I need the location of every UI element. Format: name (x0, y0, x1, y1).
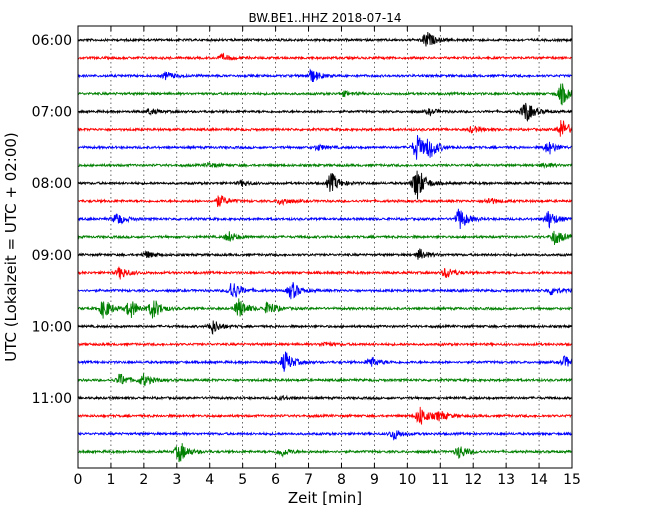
trace-06:00 (77, 31, 573, 47)
trace-09:15 (77, 266, 573, 280)
x-axis-label: Zeit [min] (288, 489, 362, 507)
y-tick-label: 09:00 (32, 248, 72, 264)
x-tick-label: 1 (106, 472, 115, 488)
trace-06:45 (77, 83, 573, 106)
y-tick-label: 06:00 (32, 33, 72, 49)
traces (77, 31, 573, 463)
x-tick-label: 15 (563, 472, 581, 488)
trace-07:45 (77, 161, 573, 170)
trace-11:45 (77, 443, 573, 463)
y-tick-label: 10:00 (32, 319, 72, 335)
x-tick-label: 7 (304, 472, 313, 488)
trace-10:45 (77, 373, 573, 386)
trace-10:30 (77, 351, 573, 372)
x-tick-label: 13 (497, 472, 515, 488)
trace-09:45 (77, 298, 573, 319)
axis-ticks: 0 1 2 3 4 5 6 7 8 9 10 11 12 13 14 1506:0007:0008:0009:… (32, 26, 581, 488)
trace-07:15 (77, 120, 573, 137)
x-tick-label: 12 (464, 472, 482, 488)
x-tick-label: 11 (431, 472, 449, 488)
trace-08:00 (77, 170, 573, 200)
trace-07:00 (77, 102, 573, 122)
y-tick-label: 07:00 (32, 105, 72, 121)
x-tick-label: 9 (370, 472, 379, 488)
x-tick-label: 14 (530, 472, 548, 488)
trace-11:30 (77, 430, 573, 441)
chart-title: BW.BE1..HHZ 2018-07-14 (248, 11, 401, 25)
x-tick-label: 4 (205, 472, 214, 488)
trace-06:15 (77, 52, 572, 62)
y-axis-label: UTC (Lokalzeit = UTC + 02:00) (2, 132, 20, 362)
trace-09:30 (77, 282, 573, 300)
trace-10:00 (77, 320, 573, 335)
trace-08:45 (77, 230, 573, 245)
grid (78, 26, 572, 468)
x-tick-label: 5 (238, 472, 247, 488)
x-tick-label: 0 (74, 472, 83, 488)
trace-06:30 (77, 68, 573, 83)
trace-09:00 (77, 248, 573, 260)
trace-11:00 (77, 394, 573, 402)
x-tick-label: 2 (139, 472, 148, 488)
x-tick-label: 10 (398, 472, 416, 488)
x-tick-label: 6 (271, 472, 280, 488)
y-tick-label: 08:00 (32, 176, 72, 192)
trace-11:15 (78, 406, 573, 425)
y-tick-label: 11:00 (32, 391, 72, 407)
trace-08:30 (77, 208, 573, 230)
plot-frame (77, 25, 573, 469)
trace-10:15 (77, 340, 573, 348)
x-tick-label: 8 (337, 472, 346, 488)
x-tick-label: 3 (172, 472, 181, 488)
trace-08:15 (77, 195, 573, 208)
trace-07:30 (77, 135, 573, 160)
